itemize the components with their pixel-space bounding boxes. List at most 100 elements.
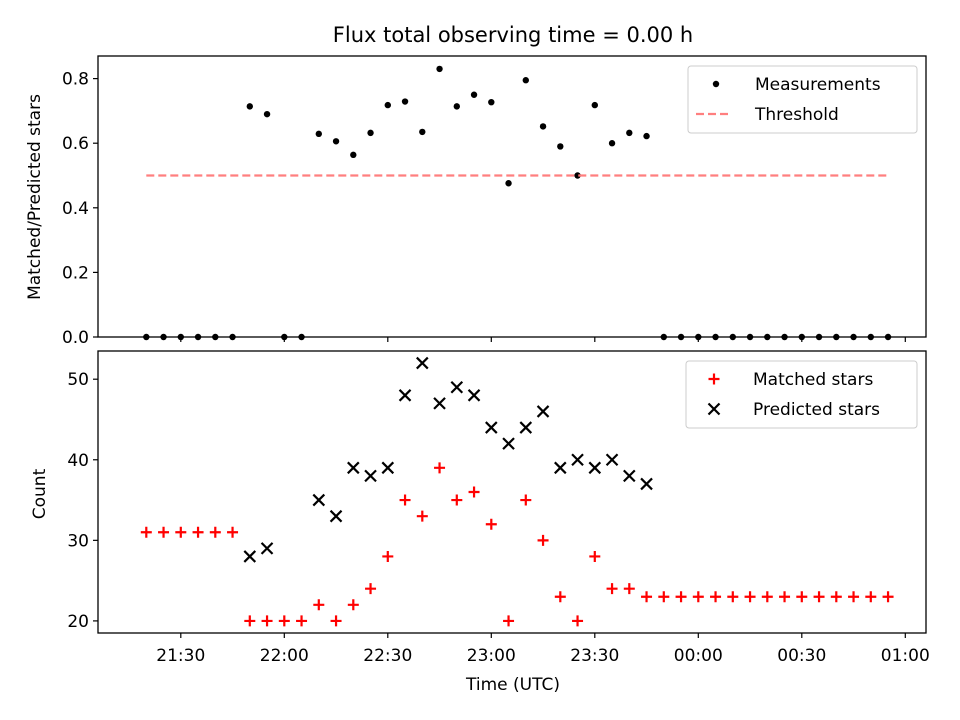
matched-star-point [347, 599, 359, 611]
predicted-star-point [364, 469, 377, 483]
matched-star-point [865, 591, 877, 603]
top-plot-area: 0.0 0.2 0.4 0.6 0.8 [62, 55, 927, 348]
matched-star-point [261, 615, 273, 627]
matched-star-point [296, 615, 308, 627]
matched-star-point [330, 615, 342, 627]
matched-star-point [485, 518, 497, 530]
legend-label: Threshold [754, 105, 839, 125]
bottom-y-axis-label: Count [30, 468, 50, 519]
matched-star-point [813, 591, 825, 603]
bottom-y-tick-label: 40 [67, 451, 89, 471]
measurement-point [608, 140, 616, 147]
bottom-y-tick-label: 30 [67, 531, 89, 551]
matched-star-point [278, 615, 290, 627]
predicted-star-point [519, 421, 533, 434]
x-tick-label: 21:30 [156, 646, 205, 666]
predicted-star-point [347, 461, 360, 475]
predicted-star-point [243, 550, 257, 563]
legend-label: Predicted stars [753, 400, 880, 420]
x-tick-label: 23:00 [467, 646, 516, 666]
predicted-star-point [416, 356, 429, 370]
predicted-star-point [605, 453, 619, 467]
matched-star-point [175, 526, 187, 538]
measurement-point [574, 172, 581, 179]
matched-star-point [313, 599, 325, 611]
bottom-legend-box [685, 360, 918, 429]
measurement-point [350, 151, 357, 159]
matched-star-point [537, 534, 549, 546]
series-predicted-stars [243, 356, 653, 563]
matched-star-point [554, 591, 566, 603]
top-axes-frame [97, 55, 927, 338]
matched-star-point [416, 510, 428, 522]
predicted-star-point [450, 380, 464, 394]
x-axis-label: Time (UTC) [465, 675, 560, 695]
bottom-y-tick-label: 50 [67, 370, 89, 390]
measurement-point [643, 132, 650, 140]
x-tick-label: 22:30 [363, 646, 412, 666]
predicted-star-point [571, 453, 584, 467]
predicted-star-point [588, 461, 602, 475]
matched-star-point [365, 583, 377, 595]
measurement-point [557, 143, 564, 150]
measurement-point [626, 129, 633, 137]
top-y-tick-label: 0.8 [62, 70, 89, 90]
matched-star-point [710, 591, 722, 603]
legend-plus-marker [708, 373, 720, 385]
matched-star-point [744, 591, 756, 603]
predicted-star-point [554, 461, 567, 475]
measurement-point [246, 103, 253, 110]
matched-star-point [692, 591, 704, 603]
matched-star-point [451, 494, 463, 506]
matched-star-point [158, 526, 170, 538]
x-tick-label: 22:00 [260, 646, 309, 666]
matched-star-point [641, 591, 653, 603]
measurement-point [539, 123, 547, 130]
top-y-tick-label: 0.0 [62, 328, 89, 348]
legend-label: Measurements [755, 75, 881, 95]
bottom-axes-frame [97, 350, 927, 634]
measurement-point [315, 130, 322, 138]
measurement-point [263, 110, 271, 118]
bottom-panel: Count Time (UTC) 20 30 40 50 21:30 22:00 22:30… [30, 350, 930, 695]
matched-star-point [779, 591, 791, 603]
top-y-tick-label: 0.4 [62, 199, 89, 219]
series-matched-stars [140, 462, 894, 627]
measurement-point [591, 101, 598, 109]
top-legend-box [687, 65, 918, 134]
predicted-star-point [536, 405, 550, 418]
matched-star-point [623, 583, 635, 595]
measurement-point [401, 98, 409, 105]
legend-label: Matched stars [753, 370, 873, 390]
matched-star-point [382, 550, 394, 562]
matched-star-point [227, 526, 239, 538]
top-chart-title: Flux total observing time = 0.00 h [333, 23, 693, 47]
x-tick-label: 01:00 [881, 646, 930, 666]
top-legend: Measurements Threshold [687, 65, 918, 134]
matched-star-point [399, 494, 411, 506]
matched-star-point [468, 486, 480, 498]
matched-star-point [830, 591, 842, 603]
matched-star-point [503, 615, 515, 627]
measurement-point [419, 128, 426, 136]
x-tick-label: 00:30 [777, 646, 826, 666]
measurement-point [522, 77, 529, 84]
predicted-star-point [623, 469, 636, 483]
predicted-star-point [329, 509, 343, 523]
matched-star-point [244, 615, 256, 627]
matched-star-point [848, 591, 860, 603]
matched-star-point [209, 526, 221, 538]
matched-star-point [727, 591, 739, 603]
bottom-y-tick-label: 20 [67, 612, 89, 632]
matched-star-point [882, 591, 894, 603]
x-tick-label: 00:00 [674, 646, 723, 666]
legend-x-marker [707, 402, 721, 416]
matched-star-point [675, 591, 687, 603]
matched-star-point [192, 526, 204, 538]
measurement-point [470, 91, 478, 98]
top-y-tick-label: 0.2 [62, 263, 89, 283]
measurement-point [384, 101, 391, 109]
measurement-point [453, 103, 460, 110]
predicted-star-point [467, 389, 481, 402]
bottom-legend: Matched stars Predicted stars [685, 360, 918, 429]
